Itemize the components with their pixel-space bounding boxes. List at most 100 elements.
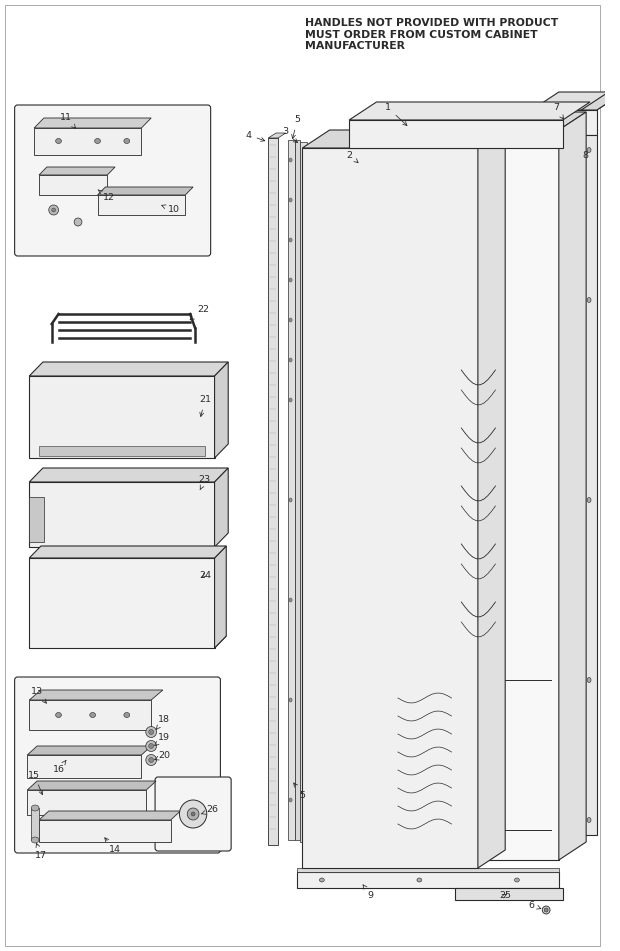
Text: 26: 26	[201, 805, 219, 814]
Ellipse shape	[124, 712, 130, 717]
Ellipse shape	[544, 908, 548, 912]
Text: 12: 12	[98, 190, 115, 203]
Text: 23: 23	[199, 476, 211, 490]
Ellipse shape	[289, 198, 292, 202]
Polygon shape	[29, 468, 228, 482]
Ellipse shape	[31, 805, 39, 811]
Ellipse shape	[146, 754, 156, 766]
Polygon shape	[29, 482, 215, 547]
Polygon shape	[27, 755, 141, 778]
Text: 16: 16	[53, 761, 66, 774]
Ellipse shape	[49, 205, 58, 215]
Polygon shape	[298, 868, 559, 872]
Text: 8: 8	[582, 150, 588, 160]
Ellipse shape	[149, 744, 154, 748]
Ellipse shape	[587, 298, 591, 302]
Polygon shape	[39, 820, 171, 842]
Text: 20: 20	[155, 751, 170, 761]
Ellipse shape	[289, 698, 292, 702]
Text: 3: 3	[281, 127, 298, 143]
Ellipse shape	[51, 208, 56, 212]
Polygon shape	[582, 135, 597, 835]
Text: 22: 22	[190, 305, 209, 320]
Ellipse shape	[587, 677, 591, 683]
Text: 1: 1	[385, 104, 407, 126]
Ellipse shape	[289, 158, 292, 162]
Ellipse shape	[191, 812, 195, 816]
Polygon shape	[39, 167, 115, 175]
Polygon shape	[303, 130, 505, 148]
Text: 24: 24	[199, 571, 211, 579]
Polygon shape	[298, 872, 559, 888]
Ellipse shape	[56, 712, 61, 717]
Ellipse shape	[542, 906, 550, 914]
Polygon shape	[559, 112, 586, 860]
FancyBboxPatch shape	[15, 677, 221, 853]
Ellipse shape	[289, 238, 292, 242]
Polygon shape	[456, 888, 563, 900]
Ellipse shape	[289, 598, 292, 602]
Polygon shape	[27, 781, 156, 790]
Polygon shape	[531, 110, 597, 135]
Polygon shape	[29, 497, 44, 542]
Text: 11: 11	[60, 113, 76, 128]
Polygon shape	[29, 636, 226, 648]
Polygon shape	[300, 142, 308, 842]
Polygon shape	[383, 130, 559, 860]
Ellipse shape	[179, 800, 206, 828]
Text: 2: 2	[346, 150, 358, 163]
Text: 17: 17	[35, 844, 47, 860]
Polygon shape	[383, 112, 586, 130]
Polygon shape	[97, 187, 193, 195]
Polygon shape	[531, 92, 620, 110]
Ellipse shape	[90, 712, 95, 717]
Ellipse shape	[56, 139, 61, 144]
Polygon shape	[303, 148, 478, 868]
Ellipse shape	[149, 729, 154, 734]
Text: 25: 25	[499, 890, 511, 900]
Ellipse shape	[124, 139, 130, 144]
Polygon shape	[27, 790, 146, 815]
Ellipse shape	[95, 139, 100, 144]
Ellipse shape	[319, 878, 324, 882]
Polygon shape	[29, 546, 226, 558]
Polygon shape	[288, 140, 294, 840]
Text: 14: 14	[105, 838, 121, 855]
Polygon shape	[39, 175, 107, 195]
Polygon shape	[215, 362, 228, 458]
Ellipse shape	[587, 497, 591, 502]
Ellipse shape	[289, 278, 292, 282]
Polygon shape	[27, 746, 151, 755]
Text: 19: 19	[155, 733, 170, 746]
Polygon shape	[349, 102, 590, 120]
Text: 15: 15	[28, 770, 43, 795]
Ellipse shape	[74, 218, 82, 226]
Polygon shape	[268, 138, 278, 845]
Ellipse shape	[289, 358, 292, 362]
Text: 5: 5	[291, 115, 301, 139]
Ellipse shape	[289, 798, 292, 802]
Polygon shape	[97, 195, 185, 215]
Ellipse shape	[31, 837, 39, 843]
Text: eReplacementParts.com: eReplacementParts.com	[304, 454, 457, 467]
Polygon shape	[349, 120, 563, 148]
Text: 9: 9	[363, 884, 374, 900]
Polygon shape	[582, 92, 620, 110]
Text: 7: 7	[553, 104, 564, 119]
FancyBboxPatch shape	[15, 105, 211, 256]
Polygon shape	[31, 808, 39, 840]
Ellipse shape	[289, 498, 292, 502]
Polygon shape	[34, 118, 151, 128]
Text: 4: 4	[246, 130, 265, 142]
Polygon shape	[294, 140, 300, 840]
Polygon shape	[34, 128, 141, 155]
Polygon shape	[29, 362, 228, 376]
Text: 10: 10	[162, 204, 180, 215]
FancyBboxPatch shape	[155, 777, 231, 851]
Polygon shape	[29, 690, 163, 700]
Ellipse shape	[146, 727, 156, 737]
Polygon shape	[268, 133, 286, 138]
Ellipse shape	[289, 318, 292, 322]
Text: 6: 6	[528, 901, 541, 909]
Polygon shape	[39, 811, 180, 820]
